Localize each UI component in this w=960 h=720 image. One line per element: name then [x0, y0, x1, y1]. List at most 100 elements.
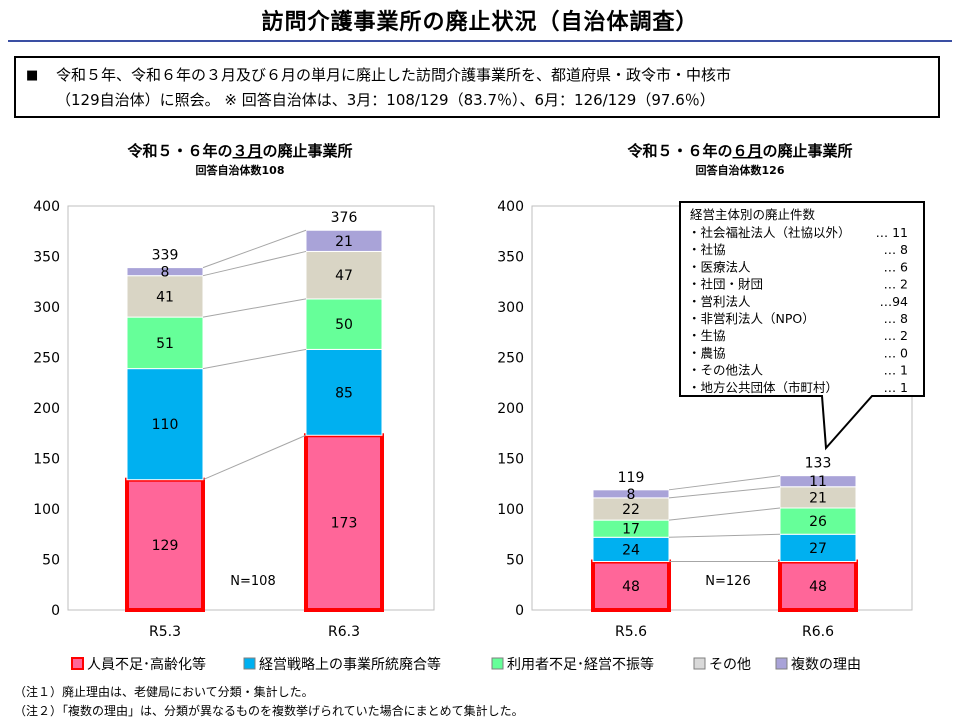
legend-label-users: 利用者不足･経営不振等 — [507, 656, 654, 673]
chart2-ytick-label: 0 — [515, 603, 524, 619]
callout-box — [679, 201, 925, 451]
chart2-xtick-label-R5.6: R5.6 — [615, 624, 647, 640]
chart1-ytick-label: 200 — [33, 401, 60, 417]
legend-label-staff: 人員不足･高齢化等 — [87, 656, 206, 673]
chart2-bar-strategy-R5.6 — [592, 536, 670, 563]
chart2-connector-line — [668, 486, 781, 499]
chart1-connector-line — [202, 250, 307, 277]
callout-item-label: ・その他法人 — [688, 363, 764, 378]
chart2-ytick-label: 50 — [506, 553, 524, 569]
chart2-bar-staff-R6.6 — [778, 559, 858, 613]
chart2-connector-line — [668, 475, 781, 491]
chart2-ytick-label: 100 — [497, 502, 524, 518]
callout-item-label: ・社団・財団 — [688, 277, 763, 292]
callout-item-value: … 11 — [876, 225, 908, 240]
chart1-total-label-R6.3: 376 — [331, 210, 358, 226]
chart1-bar-strategy-R6.3 — [305, 348, 383, 436]
callout-item-label: ・非営利法人（NPO） — [688, 311, 815, 326]
chart1-bar-multiple-R5.3 — [126, 267, 204, 277]
chart1-connector-line — [202, 298, 307, 318]
callout-item-value: … 6 — [884, 259, 908, 274]
callout-title: 経営主体別の廃止件数 — [690, 207, 816, 222]
chart1-bar-multiple-R6.3 — [305, 229, 383, 252]
chart1-connector-line — [202, 434, 307, 481]
chart1-ytick-label: 300 — [33, 300, 60, 316]
chart2-ytick-label: 300 — [497, 300, 524, 316]
chart1-ytick-label: 150 — [33, 452, 60, 468]
survey-note-line-1: 令和５年、令和６年の３月及び６月の単月に廃止した訪問介護事業所を、都道府県・政令… — [56, 66, 732, 84]
chart1-ytick-label: 350 — [33, 250, 60, 266]
chart1-ytick-label: 250 — [33, 351, 60, 367]
title-divider — [8, 40, 952, 42]
survey-note-box: ■ 令和５年、令和６年の３月及び６月の単月に廃止した訪問介護事業所を、都道府県・… — [14, 56, 940, 118]
callout-item-label: ・生協 — [688, 328, 726, 343]
chart1-bar-users-R5.3 — [126, 316, 204, 370]
chart2-bar-label-strategy-R5.6: 24 — [622, 542, 640, 558]
chart2-connector-line — [668, 533, 781, 538]
chart1-ytick-label: 400 — [33, 199, 60, 215]
callout-item-label: ・医療法人 — [688, 259, 751, 274]
chart2-subtitle: 回答自治体数126 — [696, 163, 785, 177]
chart1-bar-label-users-R6.3: 50 — [335, 317, 353, 333]
chart2-bar-label-other-R6.6: 21 — [809, 490, 827, 506]
page-title: 訪問介護事業所の廃止状況（自治体調査） — [261, 10, 699, 35]
legend-swatch-other — [693, 657, 706, 670]
callout-item-label: ・地方公共団体（市町村） — [688, 380, 838, 395]
callout-item-value: … 8 — [884, 242, 908, 257]
chart1-bar-other-R5.3 — [126, 275, 204, 318]
chart1-bar-staff-R6.3 — [304, 433, 384, 612]
survey-note-line-2: （129自治体）に照会。 ※ 回答自治体は、3月：108/129（83.7％）、… — [56, 91, 715, 109]
callout-item-label: ・農協 — [688, 345, 726, 360]
chart1-bar-label-strategy-R5.3: 110 — [152, 417, 179, 433]
chart2-bar-label-strategy-R6.6: 27 — [809, 541, 827, 557]
chart2-xtick-label-R6.6: R6.6 — [802, 624, 834, 640]
chart1-bar-label-users-R5.3: 51 — [156, 336, 174, 352]
chart2-ytick-label: 200 — [497, 401, 524, 417]
legend-swatch-users — [491, 657, 504, 670]
chart1-bar-label-staff-R6.3: 173 — [331, 516, 358, 532]
chart1-xtick-label-R5.3: R5.3 — [149, 624, 181, 640]
callout-item-value: … 0 — [884, 345, 908, 360]
legend-label-other: その他 — [709, 657, 751, 673]
chart1-ytick-label: 50 — [42, 553, 60, 569]
chart2-bar-label-multiple-R5.6: 8 — [627, 487, 636, 503]
legend-label-multiple: 複数の理由 — [791, 656, 861, 673]
legend-swatch-multiple — [775, 657, 788, 670]
chart2-total-label-R5.6: 119 — [618, 470, 645, 486]
chart1-plot-frame — [67, 205, 435, 611]
legend-swatch-strategy — [243, 657, 256, 670]
legend-label-strategy: 経営戦略上の事業所統廃合等 — [259, 656, 441, 673]
chart2-n-annotation: N=126 — [705, 574, 750, 589]
callout-item-value: … 2 — [884, 328, 908, 343]
chart2-bar-strategy-R6.6 — [779, 533, 857, 563]
chart2-bar-label-staff-R5.6: 48 — [622, 579, 640, 595]
chart2-title: 令和５・６年の６月の廃止事業所 — [627, 142, 852, 160]
chart1-connector-line — [202, 229, 307, 269]
chart1-bar-label-strategy-R6.3: 85 — [335, 385, 353, 401]
chart1-n-annotation: N=108 — [230, 574, 275, 589]
legend-swatch-staff — [71, 657, 84, 670]
chart1-ytick-label: 100 — [33, 502, 60, 518]
chart1-bar-label-other-R5.3: 41 — [156, 289, 174, 305]
callout-item-value: … 2 — [884, 277, 908, 292]
chart2-ytick-label: 150 — [497, 452, 524, 468]
chart1-subtitle: 回答自治体数108 — [196, 163, 285, 177]
chart1-bar-label-multiple-R5.3: 8 — [161, 265, 170, 281]
callout-item-label: ・社協 — [688, 242, 726, 257]
chart2-bar-users-R6.6 — [779, 507, 857, 535]
chart2-ytick-label: 400 — [497, 199, 524, 215]
callout-item-value: … 8 — [884, 311, 908, 326]
chart2-ytick-label: 350 — [497, 250, 524, 266]
chart2-bar-multiple-R6.6 — [779, 475, 857, 488]
callout-item-value: … 1 — [884, 380, 908, 395]
chart2-bar-label-staff-R6.6: 48 — [809, 579, 827, 595]
chart1-xtick-label-R6.3: R6.3 — [328, 624, 360, 640]
chart1-ytick-label: 0 — [51, 603, 60, 619]
chart2-total-label-R6.6: 133 — [805, 456, 832, 472]
chart2-bar-label-other-R5.6: 22 — [622, 502, 640, 518]
chart2-bar-multiple-R5.6 — [592, 489, 670, 499]
chart1-total-label-R5.3: 339 — [152, 248, 179, 264]
chart1-bar-strategy-R5.3 — [126, 368, 204, 481]
chart1-bar-staff-R5.3 — [125, 477, 205, 612]
